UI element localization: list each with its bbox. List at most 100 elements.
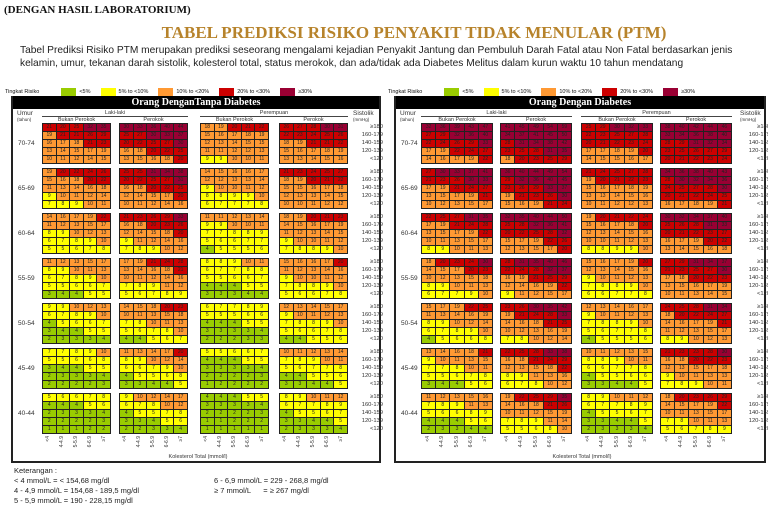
risk-cell: 19 xyxy=(464,230,478,237)
risk-cell: 4 xyxy=(255,328,268,335)
risk-cell: 3 xyxy=(280,381,293,388)
risk-cell: 22 xyxy=(557,365,571,372)
risk-cell: 3 xyxy=(56,410,70,417)
cholesterol-label: ≥7 xyxy=(100,436,107,442)
risk-cell: 3 xyxy=(422,381,436,388)
risk-cell: 15 xyxy=(464,201,478,208)
risk-cell: 25 xyxy=(582,124,596,131)
risk-cell: 11 xyxy=(703,418,717,425)
risk-grid: 27 29 31 34 37 21 23 25 27 30 17 18 20 22 23 13 15 16 17 19… xyxy=(660,258,732,299)
risk-cell: 21 xyxy=(675,230,689,237)
risk-cell: 22 xyxy=(557,283,571,290)
risk-cell: 11 xyxy=(133,275,147,282)
risk-cell: 1 xyxy=(241,426,255,433)
risk-cell: 30 xyxy=(675,177,689,184)
risk-cell: 5 xyxy=(160,418,174,425)
note-line: ≥ 7 mmol/L = ≥ 267 mg/dl xyxy=(214,486,309,495)
risk-cell: 6 xyxy=(174,418,187,425)
risk-cell: 15 xyxy=(543,291,557,298)
risk-cell: 19 xyxy=(293,214,307,221)
systolic-label: 140-159 xyxy=(361,320,383,326)
risk-cell: 22 xyxy=(478,156,492,163)
risk-cell: 7 xyxy=(201,230,214,237)
risk-cell: 19 xyxy=(582,177,596,184)
risk-cell: 13 xyxy=(133,349,147,356)
risk-cell: 16 xyxy=(56,214,70,221)
systolic-label: 140-159 xyxy=(748,185,768,191)
risk-cell: 6 xyxy=(450,373,464,380)
risk-cell: 3 xyxy=(255,373,268,380)
risk-cell: 10 xyxy=(450,320,464,327)
risk-cell: 8 xyxy=(307,320,320,327)
risk-cell: 13 xyxy=(529,328,543,335)
risk-cell: 11 xyxy=(610,275,624,282)
risk-cell: 10 xyxy=(70,230,83,237)
risk-cell: 5 xyxy=(596,373,610,380)
risk-cell: 24 xyxy=(661,304,675,311)
risk-cell: 18 xyxy=(133,148,147,155)
risk-cell: 30 xyxy=(174,140,187,147)
risk-cell: 17 xyxy=(689,320,703,327)
risk-cell: 5 xyxy=(120,328,133,335)
risk-cell: 31 xyxy=(703,304,717,311)
risk-cell: 25 xyxy=(610,169,624,176)
risk-cell: 14 xyxy=(160,394,174,401)
risk-cell: 8 xyxy=(214,259,228,266)
legend-item: <5% xyxy=(61,87,91,96)
risk-cell: 29 xyxy=(160,214,174,221)
risk-cell: 23 xyxy=(436,177,450,184)
risk-cell: 7 xyxy=(320,291,334,298)
risk-cell: 24 xyxy=(307,132,320,139)
risk-cell: 6 xyxy=(334,373,347,380)
age-label: 40-44 xyxy=(401,410,418,417)
risk-cell: 20 xyxy=(436,259,450,266)
risk-cell: 6 xyxy=(293,365,307,372)
risk-cell: 3 xyxy=(43,328,56,335)
risk-cell: 14 xyxy=(255,214,268,221)
cholesterol-label: <4 xyxy=(663,436,670,442)
legend-swatch xyxy=(663,87,679,96)
risk-cell: 22 xyxy=(689,230,703,237)
risk-cell: 2 xyxy=(228,381,241,388)
risk-cell: 10 xyxy=(529,336,543,343)
risk-cell: 27 xyxy=(450,214,464,221)
risk-cell: 6 xyxy=(582,365,596,372)
risk-cell: 21 xyxy=(582,169,596,176)
risk-cell: 3 xyxy=(201,365,214,372)
risk-cell: 14 xyxy=(557,336,571,343)
risk-cell: 4 xyxy=(307,381,320,388)
risk-cell: 25 xyxy=(174,185,187,192)
systolic-label: 140-159 xyxy=(748,140,768,146)
risk-cell: 14 xyxy=(133,230,147,237)
diabetes-table: Orang Dengan Diabetes Umur (tahun) Sistolik… xyxy=(394,96,768,463)
risk-cell: 10 xyxy=(450,283,464,290)
risk-cell: 25 xyxy=(661,222,675,229)
group-header: Perokok xyxy=(525,116,547,123)
risk-cell: 22 xyxy=(160,185,174,192)
risk-cell: 9 xyxy=(610,357,624,364)
risk-cell: 24 xyxy=(703,312,717,319)
risk-cell: 4 xyxy=(214,283,228,290)
risk-cell: 12 xyxy=(174,283,187,290)
risk-cell: 8 xyxy=(293,283,307,290)
risk-cell: 7 xyxy=(582,320,596,327)
risk-cell: 8 xyxy=(515,418,529,425)
risk-grid: 22 25 28 33 38 16 18 21 24 29 12 13 15 18 22 8 9 11 13 16 6 7… xyxy=(500,348,572,389)
cholesterol-label: <4 xyxy=(503,436,510,442)
risk-cell: 2 xyxy=(43,418,56,425)
risk-cell: 29 xyxy=(717,148,731,155)
risk-cell: 36 xyxy=(717,177,731,184)
risk-cell: 11 xyxy=(529,373,543,380)
risk-cell: 13 xyxy=(293,156,307,163)
risk-cell: 9 xyxy=(228,193,241,200)
risk-cell: 7 xyxy=(97,283,110,290)
age-label: 50-54 xyxy=(18,320,35,327)
risk-cell: 10 xyxy=(703,381,717,388)
risk-cell: 3 xyxy=(610,426,624,433)
risk-cell: 6 xyxy=(43,275,56,282)
risk-cell: 5 xyxy=(596,336,610,343)
risk-cell: 7 xyxy=(661,381,675,388)
risk-cell: 20 xyxy=(501,230,515,237)
risk-cell: 10 xyxy=(661,291,675,298)
